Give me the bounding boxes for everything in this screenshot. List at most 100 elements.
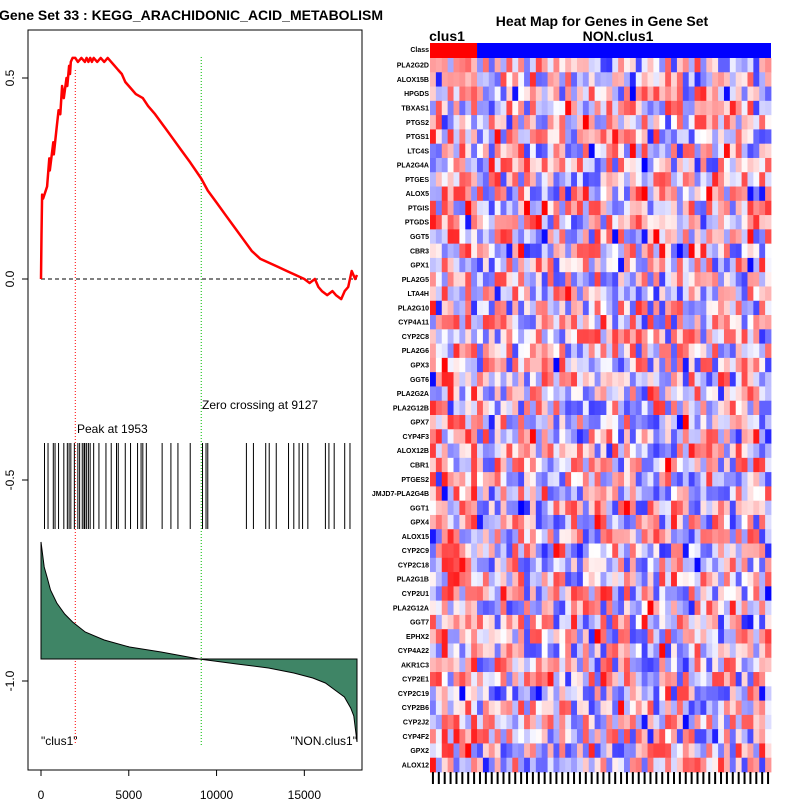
heatmap-cell [618, 729, 625, 744]
heatmap-cell [729, 729, 737, 744]
heatmap-cell [594, 443, 601, 459]
heatmap-cell [524, 614, 531, 630]
heatmap-cell [547, 357, 554, 373]
heatmap-cell [594, 514, 601, 530]
heatmap-cell [594, 643, 601, 659]
heatmap-cell [553, 243, 560, 259]
heatmap-cell [612, 500, 619, 516]
heatmap-cell [641, 672, 648, 687]
heatmap-cell [747, 400, 754, 416]
heatmap-cell [535, 586, 543, 602]
heatmap-cell [553, 200, 560, 216]
heatmap-cell [553, 714, 560, 730]
heatmap-cell [453, 257, 460, 273]
heatmap-cell [430, 729, 437, 744]
heatmap-cell [459, 143, 466, 159]
heatmap-cell [576, 472, 584, 487]
heatmap-cell [735, 357, 742, 373]
heatmap-cell [441, 429, 449, 444]
heatmap-cell [753, 472, 760, 487]
heatmap-cell [741, 186, 748, 202]
heatmap-cell [729, 200, 737, 216]
heatmap-cell [753, 286, 760, 302]
heatmap-cell [741, 743, 748, 759]
heatmap-cell [653, 100, 660, 116]
heatmap-cell [594, 129, 601, 145]
heatmap-cell [753, 143, 760, 159]
heatmap-cell [647, 614, 654, 630]
heatmap-cell [729, 143, 737, 159]
heatmap-cell [723, 86, 731, 102]
heatmap-cell [647, 243, 654, 259]
heatmap-cell [588, 472, 596, 487]
heatmap-cell [529, 300, 537, 316]
heatmap-cell [459, 315, 466, 330]
heatmap-cell [441, 486, 449, 502]
heatmap-cell [430, 343, 437, 359]
heatmap-cell [629, 100, 637, 116]
heatmap-cell [559, 215, 566, 230]
heatmap-cell [471, 672, 478, 687]
heatmap-cell [712, 514, 719, 530]
heatmap-cell [606, 486, 613, 502]
heatmap-cell [571, 186, 578, 202]
heatmap-cell [712, 129, 719, 145]
heatmap-cell [512, 486, 519, 502]
heatmap-cell [712, 215, 719, 230]
heatmap-cell [588, 586, 596, 602]
heatmap-cell [571, 543, 578, 559]
heatmap-cell [529, 429, 537, 444]
heatmap-cell [706, 386, 713, 402]
heatmap-cell [671, 300, 678, 316]
heatmap-cell [506, 586, 513, 602]
heatmap-cell [694, 514, 701, 530]
heatmap-cell [688, 514, 695, 530]
heatmap-cell [459, 72, 466, 87]
heatmap-cell [582, 586, 590, 602]
heatmap-cell [729, 186, 737, 202]
heatmap-cell [653, 343, 660, 359]
heatmap-cell [629, 400, 637, 416]
heatmap-cell [565, 500, 572, 516]
heatmap-cell [765, 343, 772, 359]
heatmap-cell [688, 58, 695, 73]
heatmap-cell [612, 143, 619, 159]
heatmap-cell [477, 486, 484, 502]
heatmap-cell [753, 329, 760, 344]
heatmap-cell [576, 200, 584, 216]
heatmap-cell [471, 429, 478, 444]
heatmap-cell [741, 157, 748, 173]
heatmap-cell [576, 100, 584, 116]
heatmap-cell [729, 343, 737, 359]
heatmap-cell [706, 757, 713, 773]
heatmap-cell [671, 86, 678, 102]
heatmap-cell [671, 657, 678, 673]
heatmap-cell [576, 614, 584, 630]
heatmap-cell [718, 257, 725, 273]
heatmap-cell [671, 557, 678, 573]
heatmap-cell [641, 58, 648, 73]
heatmap-cell [576, 529, 584, 544]
heatmap-cell [559, 443, 566, 459]
heatmap-cell [712, 200, 719, 216]
heatmap-cell [706, 372, 713, 387]
heatmap-cell [576, 72, 584, 87]
heatmap-cell [441, 629, 449, 644]
heatmap-cell [453, 343, 460, 359]
heatmap-cell [559, 72, 566, 87]
heatmap-cell [500, 543, 507, 559]
heatmap-cell [665, 286, 672, 302]
heatmap-class-label-clus1: clus1 [429, 28, 465, 44]
heatmap-cell [541, 129, 548, 145]
heatmap-cell [453, 586, 460, 602]
heatmap-cell [435, 729, 443, 744]
heatmap-cell [735, 643, 742, 659]
heatmap-cell [665, 514, 672, 530]
heatmap-cell [759, 172, 766, 187]
gene-label: LTC4S [407, 148, 429, 155]
heatmap-cell [447, 629, 454, 644]
heatmap-cell [594, 686, 601, 701]
heatmap-cell [676, 286, 684, 302]
heatmap-cell [618, 115, 625, 130]
heatmap-cell [618, 714, 625, 730]
